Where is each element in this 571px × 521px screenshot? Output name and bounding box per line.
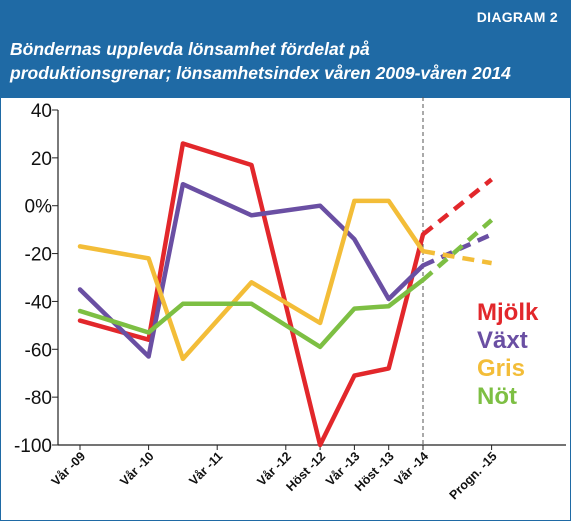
- diagram-tag: DIAGRAM 2: [476, 9, 558, 25]
- chart-title-line2: produktionsgrenar; lönsamhetsindex våren…: [10, 63, 511, 83]
- x-tick-label: Progn. -15: [447, 449, 500, 502]
- series-forecast-gris: [422, 248, 492, 266]
- chart-title: Böndernas upplevda lönsamhet fördelat på…: [10, 37, 558, 85]
- series-line-mjölk: [77, 141, 426, 448]
- series-forecast-mjölk: [421, 177, 494, 237]
- legend-item-växt: Växt: [477, 327, 528, 354]
- y-tick-label: -40: [25, 292, 52, 313]
- y-tick-label: 40: [31, 101, 52, 122]
- y-tick-label: 20: [31, 149, 52, 170]
- series-forecast-nöt: [421, 218, 494, 282]
- y-tick-label: -80: [25, 388, 52, 409]
- legend-item-mjölk: Mjölk: [477, 299, 539, 326]
- series-line-nöt: [77, 277, 426, 350]
- legend-item-gris: Gris: [477, 355, 525, 382]
- y-tick-label: -100: [14, 436, 52, 457]
- chart-header: DIAGRAM 2 Böndernas upplevda lönsamhet f…: [1, 1, 570, 98]
- series-layer: [77, 141, 494, 448]
- x-tick-label: Vår -11: [186, 449, 225, 488]
- x-tick-label: Vår -10: [117, 449, 156, 488]
- y-tick-label: -60: [25, 340, 52, 361]
- y-tick-label: -20: [25, 245, 52, 266]
- legend-item-nöt: Nöt: [477, 383, 517, 410]
- chart-title-line1: Böndernas upplevda lönsamhet fördelat på: [10, 39, 370, 59]
- series-forecast-växt: [422, 232, 493, 268]
- series-line-gris: [77, 198, 426, 362]
- x-tick-label: Vår -09: [49, 449, 88, 488]
- x-tick-label: Vår -14: [392, 449, 431, 488]
- series-line-växt: [77, 181, 426, 359]
- y-tick-label: 0%: [25, 197, 53, 218]
